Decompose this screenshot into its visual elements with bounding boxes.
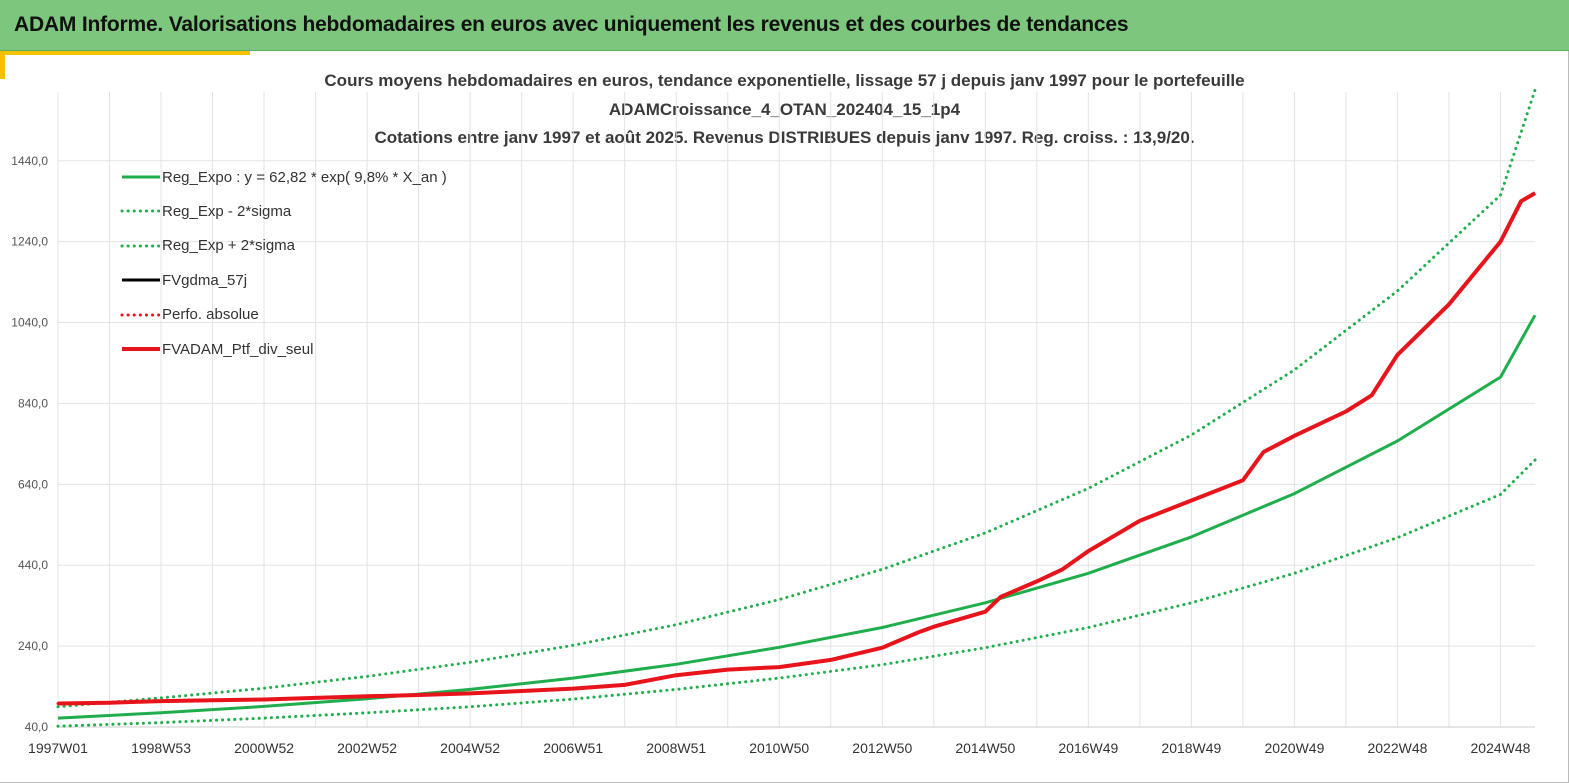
series-line-2	[56, 458, 1537, 728]
legend-item: Perfo. absolue	[120, 304, 540, 326]
x-tick-label: 2002W52	[337, 740, 397, 756]
series-line-1	[57, 314, 1537, 720]
y-tick-label: 640,0	[18, 477, 48, 491]
legend-label: Reg_Expo : y = 62,82 * exp( 9,8% * X_an …	[162, 168, 447, 186]
x-tick-label: 2022W48	[1367, 740, 1427, 756]
x-tick-label: 2004W52	[440, 740, 500, 756]
x-tick-label: 1998W53	[131, 740, 191, 756]
legend-item: Reg_Exp - 2*sigma	[120, 200, 540, 222]
accent-left-bar	[0, 51, 5, 79]
y-tick-label: 1440,0	[11, 154, 48, 168]
legend-item: FVgdma_57j	[120, 269, 540, 291]
legend-swatch	[122, 278, 160, 282]
legend-swatch	[122, 347, 160, 351]
y-tick-label: 440,0	[18, 558, 48, 572]
chart-title-line-2: ADAMCroissance_4_OTAN_202404_15_1p4	[608, 100, 961, 119]
series-line-6	[57, 191, 1537, 706]
x-tick-label: 2014W50	[955, 740, 1015, 756]
y-tick-label: 1240,0	[11, 235, 48, 249]
y-tick-label: 1040,0	[11, 316, 48, 330]
legend-item: FVADAM_Ptf_div_seul	[120, 338, 540, 360]
y-tick-label: 240,0	[18, 639, 48, 653]
x-tick-label: 2016W49	[1058, 740, 1118, 756]
legend-label: Reg_Exp + 2*sigma	[162, 237, 295, 255]
legend-item: Reg_Expo : y = 62,82 * exp( 9,8% * X_an …	[120, 166, 540, 188]
legend-label: FVgdma_57j	[162, 271, 248, 289]
x-tick-label: 2018W49	[1161, 740, 1221, 756]
series-line-3	[56, 88, 1537, 709]
y-tick-label: 840,0	[18, 396, 48, 410]
x-tick-label: 1997W01	[28, 740, 88, 756]
x-tick-label: 2000W52	[234, 740, 294, 756]
x-tick-label: 2010W50	[749, 740, 809, 756]
legend-swatch	[120, 244, 160, 248]
legend-swatch	[120, 313, 160, 317]
x-tick-label: 2006W51	[543, 740, 603, 756]
chart-title-line-1: Cours moyens hebdomadaires en euros, ten…	[324, 71, 1245, 90]
x-tick-label: 2024W48	[1471, 740, 1531, 756]
x-tick-label: 2008W51	[646, 740, 706, 756]
chart-title-line-3: Cotations entre janv 1997 et août 2025. …	[374, 128, 1195, 147]
report-title: ADAM Informe. Valorisations hebdomadaire…	[14, 13, 1129, 36]
y-tick-label: 40,0	[25, 720, 49, 734]
x-tick-label: 2012W50	[852, 740, 912, 756]
report-banner: ADAM Informe. Valorisations hebdomadaire…	[0, 0, 1569, 51]
legend-label: Perfo. absolue	[162, 306, 259, 324]
legend-label: FVADAM_Ptf_div_seul	[162, 340, 314, 358]
legend-item: Reg_Exp + 2*sigma	[120, 235, 540, 257]
legend-label: Reg_Exp - 2*sigma	[162, 202, 292, 220]
legend-swatch	[122, 175, 160, 179]
x-tick-label: 2020W49	[1264, 740, 1324, 756]
legend-swatch	[120, 209, 160, 213]
accent-bar	[0, 51, 250, 55]
